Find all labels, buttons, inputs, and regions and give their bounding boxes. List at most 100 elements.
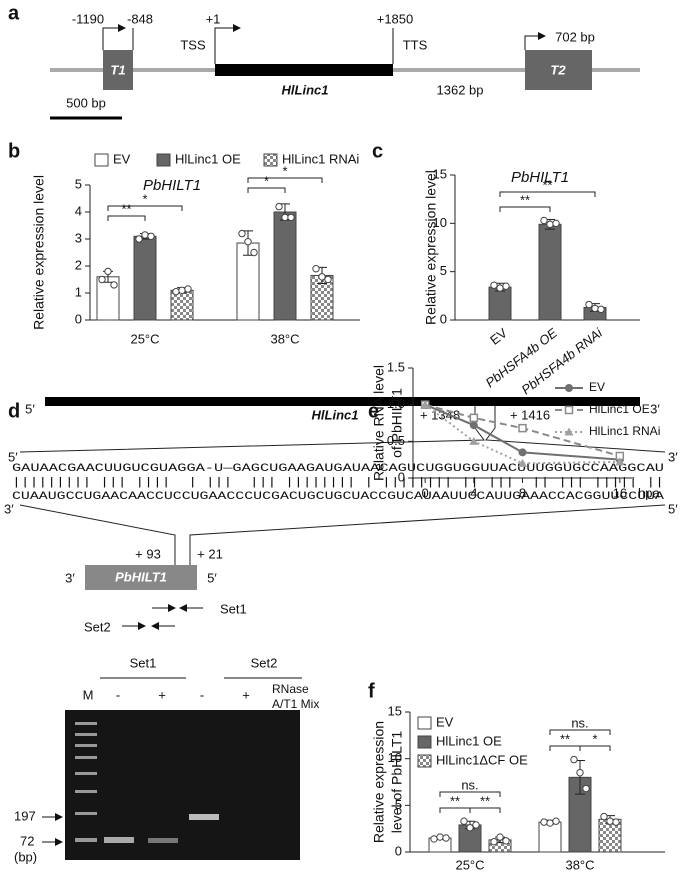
gene-label: HlLinc1 <box>312 407 359 422</box>
data-point <box>184 285 192 293</box>
data-point <box>287 213 295 222</box>
data-point <box>606 817 614 825</box>
legend-swatch <box>417 716 432 730</box>
band <box>189 814 219 820</box>
data-point <box>135 235 143 243</box>
data-point <box>612 818 620 826</box>
legend-label: EV <box>436 714 454 729</box>
sequence: GAUAACGAACUUGUCGUAGGA-U—GAGCUGAAGAUGAUAA… <box>12 463 664 475</box>
legend-label: HlLinc1 RNAi <box>282 151 359 166</box>
data-point <box>172 287 180 296</box>
series-line <box>424 403 620 465</box>
target-label: PbHILT1 <box>115 569 167 584</box>
coord: + 93 <box>135 546 161 561</box>
y-tick-label: 0.5 <box>387 433 405 448</box>
marker-lane: M <box>83 687 94 702</box>
data-point <box>490 838 498 846</box>
legend-label: HlLinc1 RNAi <box>589 424 660 438</box>
legend-swatch <box>263 153 278 167</box>
x-axis-label: hpa <box>638 485 660 500</box>
sequence: CUAAUGCCUGAACAACCUCCUGAACCCUCGACUGCUGCUA… <box>12 491 665 503</box>
arrow <box>102 24 126 50</box>
bar <box>488 286 512 321</box>
significance-label: ** <box>450 793 460 808</box>
panel-label: d <box>8 400 20 422</box>
data-point <box>502 837 510 845</box>
end-label: 5′ <box>8 449 18 464</box>
ladder <box>75 722 97 842</box>
arrow <box>524 32 546 50</box>
data-point <box>591 304 599 313</box>
significance-label: ns. <box>461 777 478 792</box>
coord: + 21 <box>197 546 223 561</box>
data-point <box>324 275 332 284</box>
data-point <box>442 834 450 842</box>
legend-label: HlLinc1 OE <box>175 151 241 166</box>
significance-bracket <box>107 205 183 211</box>
data-point <box>496 833 504 841</box>
y-axis-label: Relative expression level <box>31 175 47 330</box>
y-tick-label: 1.5 <box>387 359 405 374</box>
coord: +1 <box>206 11 221 26</box>
data-point <box>518 448 527 457</box>
legend-label: HlLinc1ΔCF OE <box>436 752 528 767</box>
arrow <box>214 24 241 64</box>
coord: + 1416 <box>510 407 550 422</box>
primer-set: Set1 <box>220 601 247 616</box>
y-tick-label: 3 <box>75 230 82 245</box>
x-tick-label: 0 <box>422 485 429 500</box>
legend-marker <box>565 384 573 392</box>
gel-image <box>65 710 300 860</box>
significance-bracket <box>439 791 501 797</box>
band <box>104 837 134 843</box>
data-point <box>466 824 474 832</box>
legend-label: EV <box>113 151 131 166</box>
data-point <box>275 202 283 211</box>
y-tick-label: 5 <box>440 263 447 278</box>
significance-bracket <box>247 187 286 193</box>
significance-label: * <box>282 163 287 178</box>
data-point <box>469 421 478 430</box>
end-label: 5′ <box>668 501 678 516</box>
chart-title: PbHILT1 <box>143 177 201 194</box>
significance-label: ** <box>480 793 490 808</box>
y-tick-label: 15 <box>433 166 447 181</box>
t1-box <box>103 50 133 90</box>
data-point <box>585 300 593 309</box>
data-point <box>469 436 479 445</box>
data-point <box>104 267 112 276</box>
end-label: 5′ <box>207 570 217 585</box>
y-axis-label: Relative RNA level <box>371 365 387 481</box>
x-tick-label: EV <box>487 325 510 348</box>
y-axis-label: of PbHILT1 <box>389 388 405 458</box>
y-axis-label: Relative expression <box>371 721 387 843</box>
chart-title: PbHILT1 <box>511 169 569 186</box>
series-line <box>424 403 621 457</box>
significance-bracket <box>549 745 581 751</box>
zoom-lines <box>19 504 666 565</box>
significance-label: ** <box>121 201 131 216</box>
x-tick-label: 8 <box>519 485 526 500</box>
data-point <box>518 458 527 467</box>
t2-size: 702 bp <box>555 29 595 44</box>
treatment: RNase <box>272 682 309 696</box>
legend-label: HlLinc1 OE <box>436 733 502 748</box>
data-point <box>141 231 149 239</box>
series-line <box>424 403 620 461</box>
significance-bracket <box>107 215 146 221</box>
primer-set: Set2 <box>84 619 111 634</box>
t2-label: T2 <box>550 62 566 77</box>
lane-group: Set2 <box>251 655 278 670</box>
significance-label: ns. <box>571 715 588 730</box>
y-tick-label: 5 <box>75 176 82 191</box>
x-tick-label: 25°C <box>455 857 484 872</box>
data-point <box>582 784 590 793</box>
significance-label: ** <box>560 731 570 746</box>
data-point <box>178 286 186 294</box>
significance-bracket <box>469 807 501 813</box>
x-tick-label: 38°C <box>270 331 299 346</box>
gap-label: 1362 bp <box>437 82 484 97</box>
size-label: 72 <box>20 833 34 848</box>
data-point <box>312 265 320 273</box>
treatment-sign: + <box>158 687 166 702</box>
